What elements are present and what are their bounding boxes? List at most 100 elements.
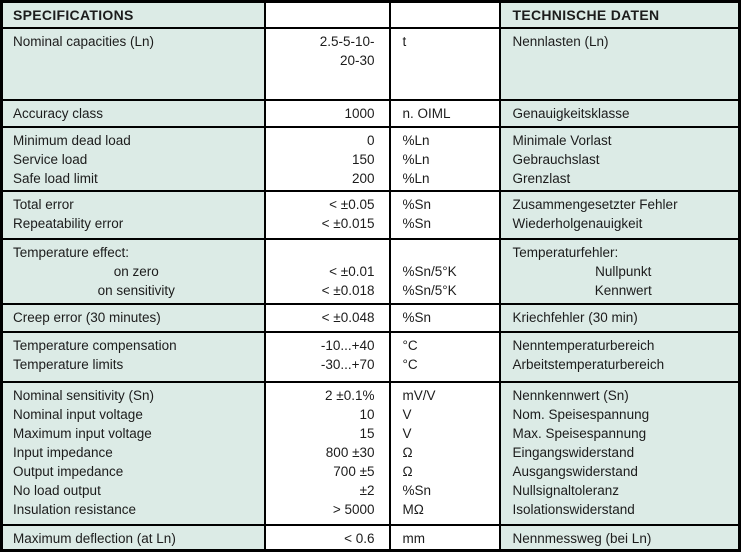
cell-line	[403, 243, 495, 262]
cell-line: %Ln	[402, 151, 430, 167]
cell-line: Input impedance	[13, 445, 113, 461]
table-row: Total error Repeatability error < ±0.05 < ±…	[0, 189, 741, 240]
cell-line: %Sn	[402, 196, 432, 212]
cell-line: V	[402, 426, 412, 442]
cell-line: ±2	[359, 483, 375, 499]
german-cell: Nenntemperaturbereich Arbeitstemperaturbe…	[498, 330, 741, 384]
spec-cell: Total error Repeatability error	[0, 189, 266, 240]
cell-line: mm	[402, 531, 426, 547]
table-row: Temperature compensation Temperature limi…	[0, 330, 741, 384]
cell-line: Nom. Speisespannung	[512, 407, 650, 423]
cell-line: Nullpunkt	[595, 263, 652, 279]
cell-line: Nennkennwert (Sn)	[512, 388, 629, 404]
cell-line: Kennwert	[594, 282, 652, 298]
cell-line: Nominal capacities (Ln)	[13, 33, 155, 49]
unit-cell: %Ln %Ln %Ln	[388, 125, 501, 192]
cell-line: Repeatability error	[13, 215, 124, 231]
cell-line: °C	[402, 356, 418, 372]
german-cell: Temperaturfehler: Nullpunkt Kennwert	[498, 237, 741, 305]
german-cell: Kriechfehler (30 min)	[498, 302, 741, 333]
cell-line: °C	[402, 337, 418, 353]
cell-line: Nullsignaltoleranz	[512, 483, 620, 499]
cell-line: Nominal input voltage	[13, 407, 143, 423]
cell-line: %Ln	[402, 170, 430, 186]
spec-cell: Maximum deflection (at Ln)	[0, 524, 266, 552]
cell-line: > 5000	[332, 502, 375, 518]
unit-cell: %Sn %Sn	[388, 189, 501, 240]
cell-line: < ±0.048	[321, 309, 375, 325]
value-column-header	[263, 0, 391, 29]
cell-line: Maximum deflection (at Ln)	[13, 531, 176, 547]
cell-line: < ±0.015	[321, 215, 375, 231]
cell-line: Gebrauchslast	[512, 151, 600, 167]
cell-line: on sensitivity	[97, 282, 175, 298]
table-row: Maximum deflection (at Ln) < 0.6 mm Nennmes…	[0, 524, 741, 552]
table-row: Creep error (30 minutes) < ±0.048 %Sn Kriec…	[0, 302, 741, 333]
cell-line: Wiederholgenauigkeit	[512, 215, 643, 231]
value-cell: < ±0.01 < ±0.018	[263, 237, 391, 305]
cell-line: Grenzlast	[512, 170, 571, 186]
spec-cell: Temperature effect: on zero on sensitivity	[0, 237, 266, 305]
cell-line: 0	[366, 132, 375, 148]
cell-line: Zusammengesetzter Fehler	[512, 196, 678, 212]
table-row: Minimum dead load Service load Safe load l…	[0, 125, 741, 192]
value-cell: < 0.6	[263, 524, 391, 552]
cell-line: %Sn	[402, 215, 432, 231]
unit-cell: t	[388, 26, 501, 101]
cell-line: 2 ±0.1%	[325, 388, 375, 404]
unit-cell: °C °C	[388, 330, 501, 384]
unit-cell: mm	[388, 524, 501, 552]
cell-line: 10	[359, 407, 375, 423]
cell-line: No load output	[13, 483, 101, 499]
cell-line: Safe load limit	[13, 170, 98, 186]
cell-line: -30...+70	[320, 356, 375, 372]
cell-line: Nominal sensitivity (Sn)	[13, 388, 155, 404]
cell-line: < ±0.01	[329, 263, 375, 279]
value-cell: < ±0.05 < ±0.015	[263, 189, 391, 240]
value-cell: 2 ±0.1% 10 15 800 ±30 700 ±5 ±2 > 5000	[263, 381, 391, 527]
spec-cell: Creep error (30 minutes)	[0, 302, 266, 333]
specifications-header: SPECIFICATIONS	[0, 0, 266, 29]
cell-line: -10...+40	[320, 337, 375, 353]
table-row: Temperature effect: on zero on sensitivity…	[0, 237, 741, 305]
cell-line: 1000	[344, 105, 375, 121]
cell-line: Nenntemperaturbereich	[512, 337, 655, 353]
cell-line: Ω	[402, 445, 413, 461]
cell-line: Insulation resistance	[13, 502, 137, 518]
cell-line: Ω	[402, 464, 413, 480]
cell-line: Kriechfehler (30 min)	[512, 309, 638, 325]
cell-line: Creep error (30 minutes)	[13, 309, 161, 325]
cell-line: Service load	[13, 151, 88, 167]
german-cell: Genauigkeitsklasse	[498, 98, 741, 128]
value-cell: < ±0.048	[263, 302, 391, 333]
cell-line: Minimum dead load	[13, 132, 131, 148]
cell-line: Accuracy class	[13, 105, 104, 121]
spec-table-body: Nominal capacities (Ln) 2.5-5-10- 20-30 t Ne…	[0, 26, 741, 552]
cell-line: 2.5-5-10-	[319, 33, 375, 49]
header-row: SPECIFICATIONS TECHNISCHE DATEN	[0, 0, 741, 29]
cell-line: Temperature effect:	[13, 244, 130, 260]
german-cell: Nennkennwert (Sn) Nom. Speisespannung Max.…	[498, 381, 741, 527]
cell-line: Isolationswiderstand	[512, 502, 635, 518]
cell-line: 20-30	[339, 52, 375, 68]
table-row: Nominal sensitivity (Sn) Nominal input vo…	[0, 381, 741, 527]
german-cell: Minimale Vorlast Gebrauchslast Grenzlast	[498, 125, 741, 192]
cell-line: V	[402, 407, 412, 423]
cell-line: Total error	[13, 196, 74, 212]
cell-line: 15	[359, 426, 375, 442]
cell-line: n. OIML	[402, 105, 451, 121]
cell-line: %Ln	[402, 132, 430, 148]
cell-line: t	[402, 33, 407, 49]
cell-line: %Sn/5°K	[402, 263, 457, 279]
cell-line: Nennlasten (Ln)	[512, 33, 609, 49]
cell-line: Output impedance	[13, 464, 124, 480]
cell-line: 800 ±30	[325, 445, 375, 461]
cell-line: Arbeitstemperaturbereich	[512, 356, 665, 372]
cell-line: Temperature limits	[13, 356, 124, 372]
value-cell: 2.5-5-10- 20-30	[263, 26, 391, 101]
cell-line: 700 ±5	[333, 464, 375, 480]
technische-daten-header: TECHNISCHE DATEN	[498, 0, 741, 29]
value-cell: 1000	[263, 98, 391, 128]
cell-line: 200	[351, 170, 375, 186]
